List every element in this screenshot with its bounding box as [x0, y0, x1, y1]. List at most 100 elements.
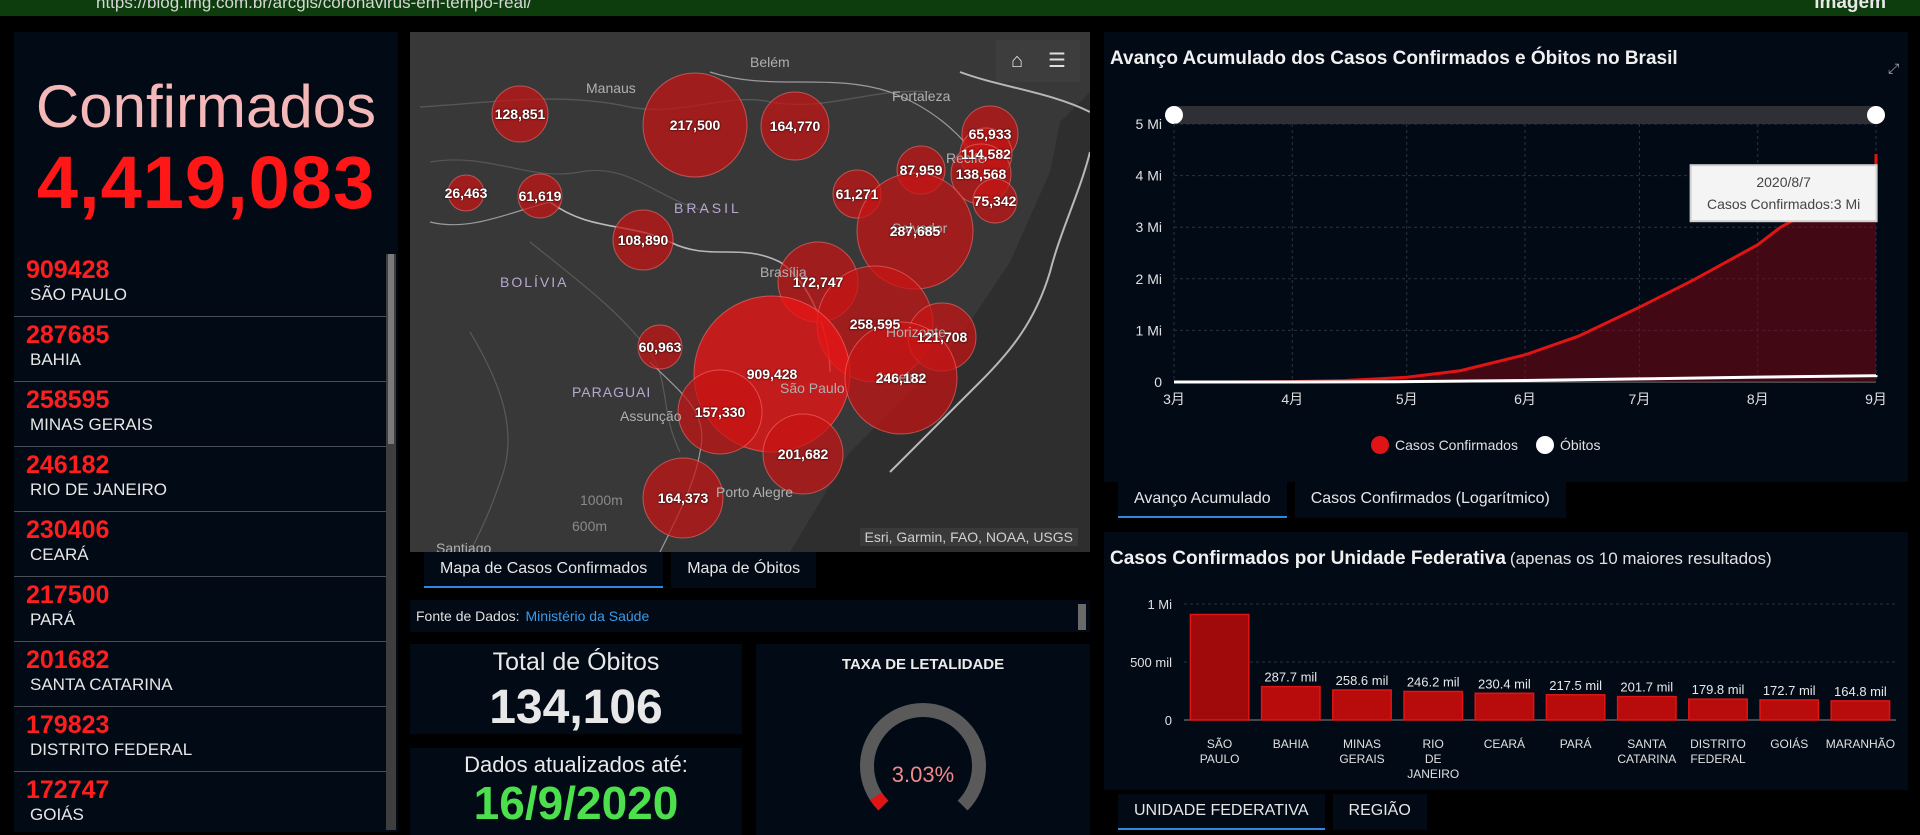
map-label: 600m [572, 518, 608, 534]
case-bubble[interactable] [517, 173, 563, 219]
bar-chart-subtitle: (apenas os 10 maiores resultados) [1509, 549, 1772, 568]
x-tick-label: 6月 [1514, 391, 1536, 407]
home-icon[interactable]: ⌂ [1010, 50, 1024, 72]
list-item-state: SÃO PAULO [30, 285, 127, 304]
bar[interactable] [1545, 694, 1606, 721]
bar[interactable] [1830, 700, 1891, 721]
list-item[interactable]: 201682 SANTA CATARINA [14, 642, 386, 707]
line-chart-title: Avanço Acumulado dos Casos Confirmados e… [1110, 48, 1678, 69]
bubble-label: 75,342 [973, 193, 1017, 209]
bar[interactable] [1260, 685, 1321, 721]
list-item-state: SANTA CATARINA [30, 675, 173, 694]
list-item[interactable]: 287685 BAHIA [14, 317, 386, 382]
legend-label-deaths: Óbitos [1560, 437, 1600, 453]
scrollbar-thumb[interactable] [388, 254, 394, 444]
list-item-count: 258595 [26, 386, 110, 414]
x-tick-label: 3月 [1163, 391, 1185, 407]
tab-regiao[interactable]: REGIÃO [1332, 794, 1427, 830]
x-tick-label: DE [1425, 752, 1442, 766]
confirmed-panel: Confirmados 4,419,083 909428 SÃO PAULO 287… [14, 32, 398, 832]
list-item[interactable]: 258595 MINAS GERAIS [14, 382, 386, 447]
case-bubble[interactable] [447, 174, 485, 212]
list-item[interactable]: 172747 GOIÁS [14, 772, 386, 832]
x-tick-label: CATARINA [1617, 752, 1676, 766]
list-icon[interactable]: ☰ [1048, 50, 1066, 72]
bubble-label: 26,463 [444, 185, 488, 201]
bubble-label: 909,428 [746, 366, 798, 382]
confirmed-value: 4,419,083 [36, 141, 376, 224]
list-item[interactable]: 246182 RIO DE JANEIRO [14, 447, 386, 512]
case-bubble[interactable] [612, 209, 674, 271]
deaths-title: Total de Óbitos [492, 648, 660, 676]
bar-data-label: 246.2 mil [1407, 674, 1460, 689]
updated-title: Dados atualizados até: [464, 752, 688, 777]
tab-logaritmico[interactable]: Casos Confirmados (Logarítmico) [1294, 482, 1566, 518]
deaths-line[interactable] [1173, 374, 1878, 384]
bubble-label: 128,851 [494, 106, 546, 122]
map-label: Assunção [620, 408, 682, 424]
deaths-value: 134,106 [489, 681, 663, 734]
bubble-label: 258,595 [849, 316, 901, 332]
list-item-state: GOIÁS [30, 805, 84, 824]
bubble-label: 246,182 [875, 370, 927, 386]
x-tick-label: RIO [1423, 737, 1444, 751]
bar[interactable] [1688, 698, 1748, 721]
map-tabs: Mapa de Casos Confirmados Mapa de Óbitos [424, 552, 824, 588]
bar[interactable] [1474, 692, 1535, 721]
case-bubble[interactable] [637, 324, 683, 370]
bar[interactable] [1189, 613, 1250, 721]
source-scrollbar[interactable] [1078, 604, 1086, 630]
tab-avanco-acumulado[interactable]: Avanço Acumulado [1118, 482, 1287, 518]
y-tick-label: 1 Mi [1136, 322, 1162, 338]
slider-handle-right[interactable] [1867, 106, 1885, 124]
legend-marker-deaths[interactable] [1536, 436, 1554, 454]
list-item[interactable]: 217500 PARÁ [14, 577, 386, 642]
line-chart-svg[interactable]: 0 1 Mi 2 Mi 3 Mi 4 Mi 5 Mi 3月 4月 5月 6月 7月 8月 9月 2020/… [1104, 32, 1908, 482]
expand-icon[interactable]: ⤢ [1888, 60, 1900, 76]
legend-marker-confirmed[interactable] [1371, 436, 1389, 454]
list-item-count: 909428 [26, 256, 110, 284]
bar[interactable] [1759, 699, 1820, 721]
case-bubble[interactable] [844, 321, 958, 435]
bar[interactable] [1616, 695, 1677, 721]
gauge-fill [870, 792, 889, 811]
map-label: Santiago [436, 540, 492, 552]
url-text[interactable]: https://blog.img.com.br/arcgis/coronavir… [96, 0, 532, 12]
case-bubble[interactable] [760, 91, 830, 161]
x-tick-label: 4月 [1281, 391, 1303, 407]
x-tick-label: PAULO [1200, 752, 1240, 766]
tab-mapa-casos[interactable]: Mapa de Casos Confirmados [424, 552, 664, 588]
list-item[interactable]: 179823 DISTRITO FEDERAL [14, 707, 386, 772]
list-item-state: DISTRITO FEDERAL [30, 740, 193, 759]
map-label: BOLÍVIA [500, 274, 569, 290]
range-slider[interactable] [1174, 106, 1876, 124]
case-bubble[interactable] [491, 85, 549, 143]
list-scrollbar[interactable] [386, 254, 396, 830]
y-tick-label: 2 Mi [1136, 271, 1162, 287]
lethality-value: 3.03% [891, 762, 955, 787]
slider-handle-left[interactable] [1165, 106, 1183, 124]
y-tick-label: 4 Mi [1136, 168, 1162, 184]
case-bubble[interactable] [642, 457, 724, 539]
tooltip-value: Casos Confirmados:3 Mi [1707, 196, 1860, 212]
case-bubble[interactable] [677, 369, 763, 455]
bar[interactable] [1403, 690, 1464, 721]
list-item[interactable]: 909428 SÃO PAULO [14, 252, 386, 317]
list-item[interactable]: 230406 CEARÁ [14, 512, 386, 577]
list-item-state: PARÁ [30, 610, 76, 629]
x-tick-label: FEDERAL [1690, 752, 1746, 766]
case-bubble[interactable] [972, 178, 1018, 224]
tab-mapa-obitos[interactable]: Mapa de Óbitos [671, 552, 817, 588]
case-bubble[interactable] [642, 72, 748, 178]
map-view[interactable]: Belém Manaus Fortaleza Recife BRASIL Sal… [410, 32, 1090, 552]
list-item-state: CEARÁ [30, 545, 89, 564]
bubble-label: 121,708 [916, 329, 968, 345]
map-label: Recife [946, 150, 986, 166]
bar[interactable] [1332, 689, 1392, 721]
tab-unidade-federativa[interactable]: UNIDADE FEDERATIVA [1118, 794, 1325, 830]
case-bubble[interactable] [762, 413, 844, 495]
bubble-label: 87,959 [899, 162, 943, 178]
data-source-link[interactable]: Ministério da Saúde [525, 608, 650, 624]
map-label: Horizonte [886, 324, 946, 340]
